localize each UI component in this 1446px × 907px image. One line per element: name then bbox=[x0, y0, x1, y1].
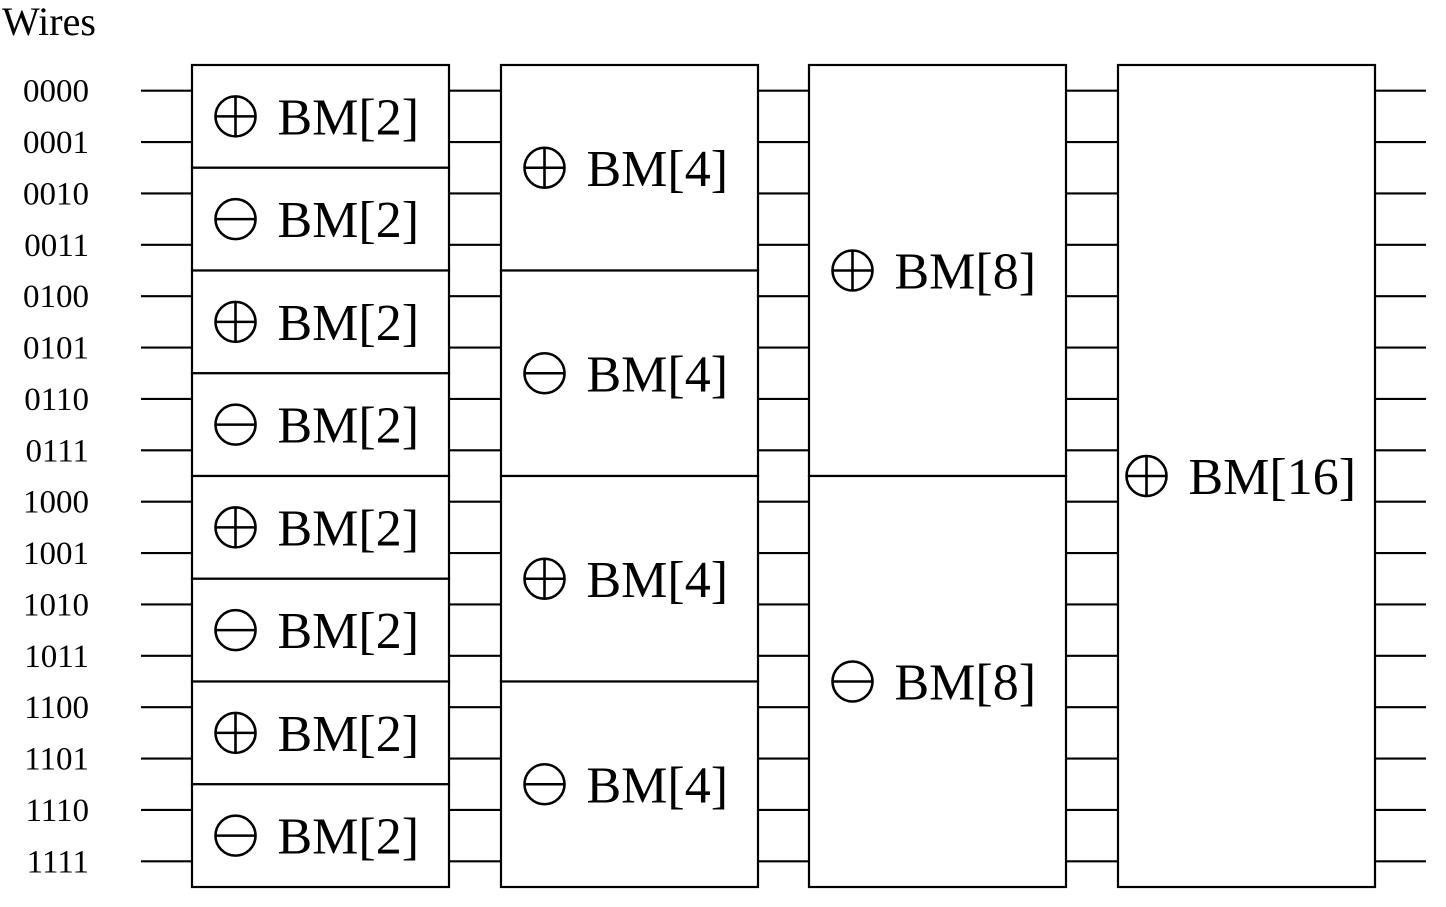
wire-label: 1011 bbox=[24, 639, 89, 675]
bm2-block: BM[2] bbox=[192, 579, 449, 682]
wire-label: 1111 bbox=[27, 844, 89, 880]
bm4-block: BM[4] bbox=[501, 271, 758, 477]
bm16-block: BM[16] bbox=[1118, 65, 1375, 887]
wire-label: 1001 bbox=[23, 536, 89, 572]
block-label: BM[2] bbox=[278, 192, 420, 249]
circled-plus-icon bbox=[1127, 456, 1167, 496]
block-label: BM[4] bbox=[587, 757, 729, 814]
wire-label: 1101 bbox=[24, 742, 89, 778]
wire-label: 0010 bbox=[23, 176, 89, 212]
block-label: BM[2] bbox=[278, 706, 420, 763]
bm2-block: BM[2] bbox=[192, 476, 449, 579]
circled-plus-icon bbox=[216, 96, 256, 136]
bm2-block: BM[2] bbox=[192, 168, 449, 271]
wire-label: 0111 bbox=[25, 433, 89, 469]
wire-label: 0110 bbox=[24, 382, 89, 418]
block-label: BM[4] bbox=[587, 346, 729, 403]
wire-label: 0001 bbox=[23, 125, 89, 161]
block-label: BM[8] bbox=[895, 244, 1037, 301]
wire-label-layer: 0000 0001 0010 0011 0100 0101 0110 0111 1000 1001… bbox=[23, 74, 89, 881]
wires-header: Wires bbox=[2, 0, 96, 44]
wire-label: 1010 bbox=[23, 587, 89, 623]
bm4-block: BM[4] bbox=[501, 682, 758, 888]
block-label: BM[4] bbox=[587, 552, 729, 609]
wire-label: 1110 bbox=[25, 793, 89, 829]
circled-plus-icon bbox=[525, 148, 565, 188]
block-label: BM[2] bbox=[278, 89, 420, 146]
wire-label: 1000 bbox=[23, 485, 89, 521]
bm2-block: BM[2] bbox=[192, 784, 449, 887]
block-label: BM[2] bbox=[278, 398, 420, 455]
bm8-block: BM[8] bbox=[809, 476, 1066, 887]
block-label: BM[4] bbox=[587, 141, 729, 198]
bm2-block: BM[2] bbox=[192, 271, 449, 374]
circled-plus-icon bbox=[216, 507, 256, 547]
block-label: BM[2] bbox=[278, 809, 420, 866]
block-label: BM[2] bbox=[278, 500, 420, 557]
wire-label: 0011 bbox=[24, 228, 89, 264]
circled-plus-icon bbox=[833, 251, 873, 291]
block-label: BM[2] bbox=[278, 295, 420, 352]
block-label: BM[16] bbox=[1189, 449, 1357, 506]
wire-label: 0101 bbox=[23, 331, 89, 367]
block-layer: BM[2] BM[2] BM[2] BM[2] BM[2] BM[2] BM[2] BM[2]… bbox=[192, 65, 1375, 887]
circled-plus-icon bbox=[216, 302, 256, 342]
block-label: BM[2] bbox=[278, 603, 420, 660]
bm2-block: BM[2] bbox=[192, 682, 449, 785]
wire-label: 0100 bbox=[23, 279, 89, 315]
bm4-block: BM[4] bbox=[501, 476, 758, 682]
bm8-block: BM[8] bbox=[809, 65, 1066, 476]
circled-plus-icon bbox=[525, 559, 565, 599]
block-label: BM[8] bbox=[895, 655, 1037, 712]
bm2-block: BM[2] bbox=[192, 373, 449, 476]
bm4-block: BM[4] bbox=[501, 65, 758, 271]
wire-label: 0000 bbox=[23, 74, 89, 110]
bm2-block: BM[2] bbox=[192, 65, 449, 168]
wire-label: 1100 bbox=[24, 690, 89, 726]
circled-plus-icon bbox=[216, 713, 256, 753]
